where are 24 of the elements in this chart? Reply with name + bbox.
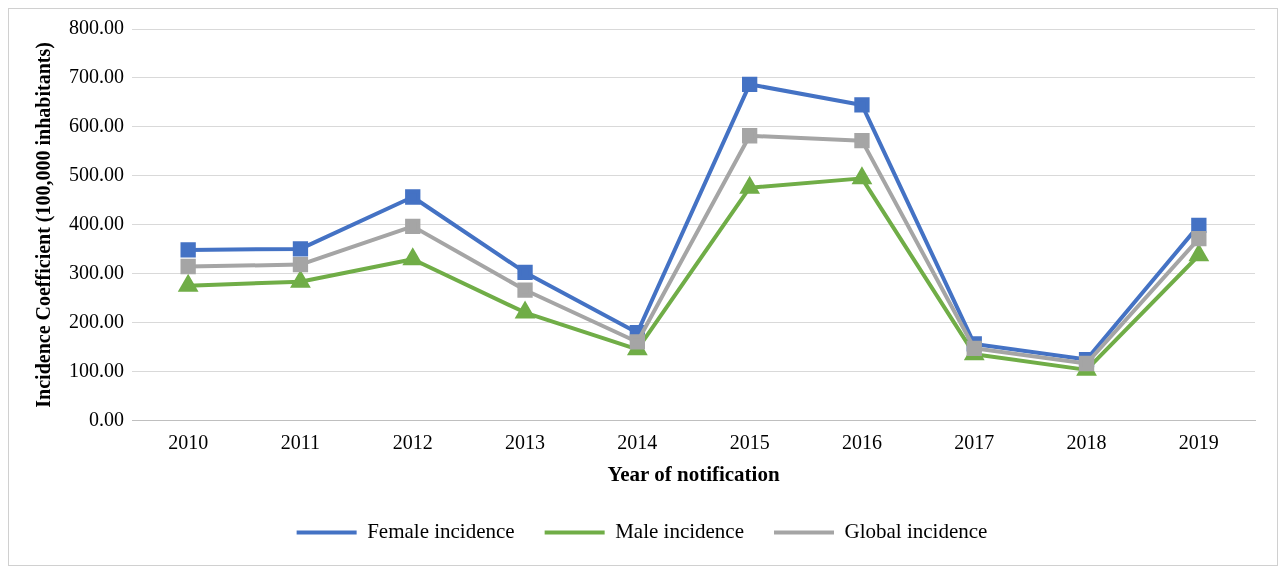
y-tick-label: 400.00	[69, 212, 124, 235]
y-tick-label: 300.00	[69, 261, 124, 284]
legend-label: Male incidence	[615, 519, 745, 544]
y-axis-title: Incidence Coefficient (100,000 inhabitants)	[32, 42, 56, 408]
y-tick-label: 100.00	[69, 359, 124, 382]
x-tick-label: 2011	[280, 431, 321, 454]
x-tick-label: 2017	[954, 431, 995, 454]
y-tick-label: 0.00	[89, 408, 124, 431]
legend-label: Female incidence	[367, 519, 515, 544]
x-tick-label: 2014	[617, 431, 658, 454]
x-tick-label: 2010	[168, 431, 209, 454]
y-tick-label: 600.00	[69, 114, 124, 137]
x-tick-label: 2013	[505, 431, 546, 454]
legend-label: Global incidence	[844, 519, 988, 544]
x-tick-label: 2018	[1066, 431, 1107, 454]
y-tick-label: 200.00	[69, 310, 124, 333]
y-tick-label: 700.00	[69, 65, 124, 88]
x-tick-label: 2015	[729, 431, 770, 454]
x-tick-label: 2019	[1178, 431, 1219, 454]
y-tick-label: 500.00	[69, 163, 124, 186]
y-tick-label: 800.00	[69, 16, 124, 39]
x-tick-label: 2012	[392, 431, 433, 454]
x-tick-label: 2016	[841, 431, 882, 454]
x-axis-title: Year of notification	[607, 461, 780, 486]
